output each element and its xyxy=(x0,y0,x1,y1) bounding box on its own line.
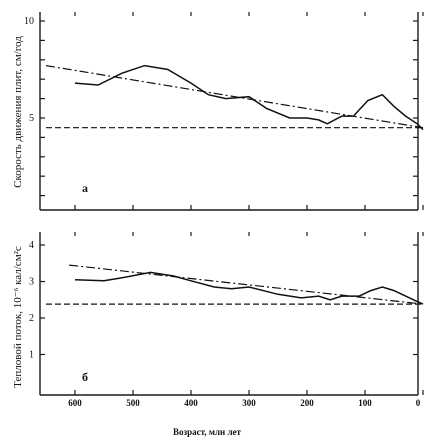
x-tick-label-0: 0 xyxy=(416,398,421,408)
x-tick-label-500: 500 xyxy=(126,398,140,408)
y-tick-label: 4 xyxy=(29,240,34,251)
series-line-solid xyxy=(74,64,424,131)
x-tick-label-200: 200 xyxy=(300,398,314,408)
panel-label-b: б xyxy=(82,370,88,384)
panel-b: 4 3 2 1 xyxy=(29,232,424,396)
x-axis-label: Возраст, млн лет xyxy=(173,427,242,437)
series-line-solid xyxy=(74,271,424,305)
series-line-dash-dot xyxy=(69,264,424,305)
x-tick-label-400: 400 xyxy=(184,398,198,408)
y-tick-label: 10 xyxy=(24,16,34,27)
panel-label-a: а xyxy=(82,181,88,195)
y-tick-label: 2 xyxy=(29,313,34,324)
y-axis-label-b: Тепловой поток, 10⁻⁶ кал/см²с xyxy=(12,246,24,388)
y-tick-label: 5 xyxy=(29,113,34,124)
panel-a: 10 5 xyxy=(24,12,424,211)
y-tick-label: 3 xyxy=(29,277,34,288)
series-line-dash-dot xyxy=(45,65,424,129)
y-axis-label-a: Скорость движения плит, см/год xyxy=(12,36,24,188)
x-tick-label-600: 600 xyxy=(68,398,82,408)
y-tick-label: 1 xyxy=(29,350,34,361)
x-tick-label-300: 300 xyxy=(242,398,256,408)
x-tick-label-100: 100 xyxy=(358,398,372,408)
